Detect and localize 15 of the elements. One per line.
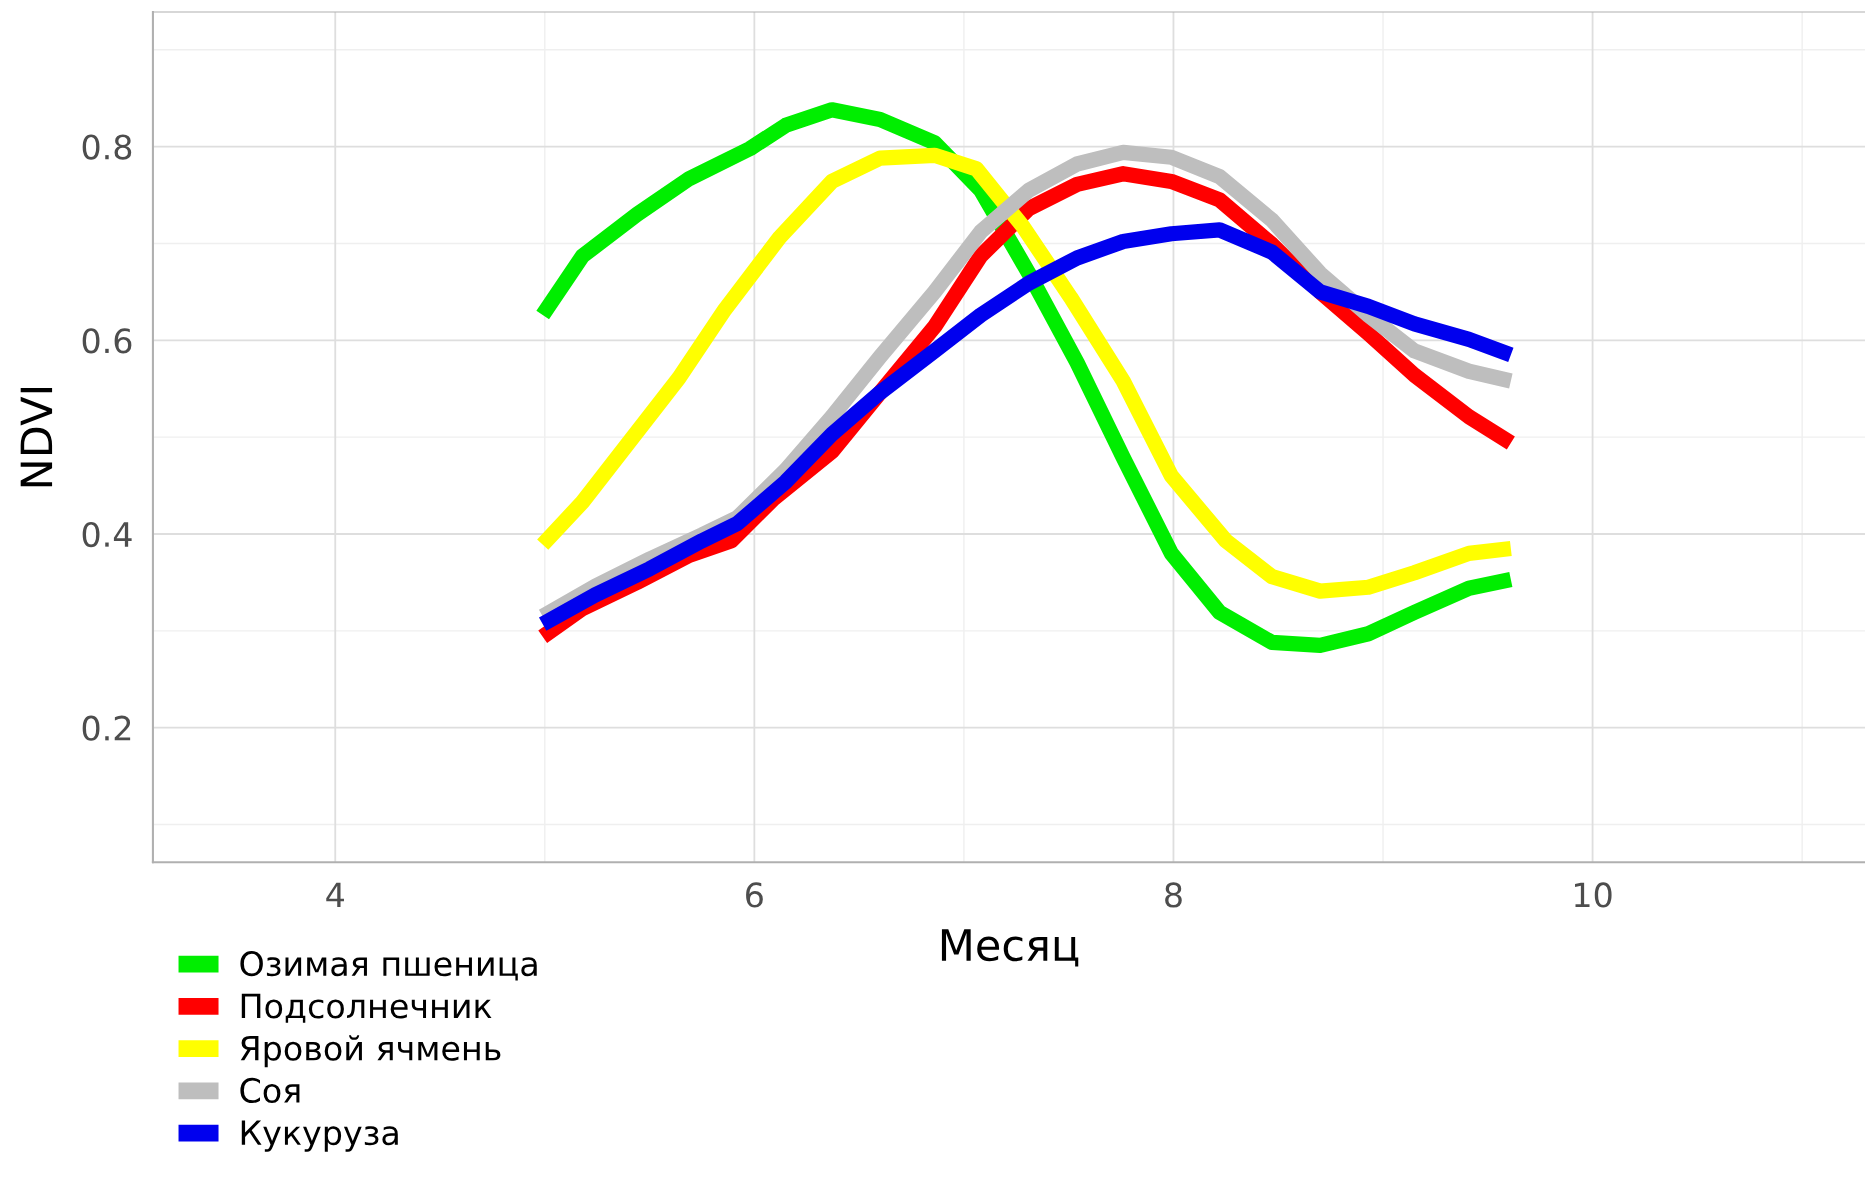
- legend-label: Подсолнечник: [241, 993, 492, 1023]
- legend-label: Озимая пшеница: [240, 951, 537, 981]
- y-tick-label: 0.6: [82, 328, 132, 354]
- y-axis-title: NDVI: [20, 387, 53, 487]
- x-axis-title: Месяц: [941, 929, 1079, 967]
- x-tick-label: 8: [1165, 882, 1182, 908]
- x-tick-label: 10: [1575, 882, 1612, 908]
- y-tick-label: 0.4: [82, 521, 132, 548]
- y-tick-label: 0.8: [82, 134, 132, 160]
- y-tick-label: 0.2: [82, 715, 131, 741]
- x-tick-label: 6: [746, 882, 763, 908]
- legend-label: Яровой ячмень: [240, 1035, 501, 1068]
- legend-label: Кукуруза: [241, 1120, 398, 1152]
- legend-label: Соя: [240, 1077, 300, 1104]
- x-tick-label: 4: [326, 882, 344, 908]
